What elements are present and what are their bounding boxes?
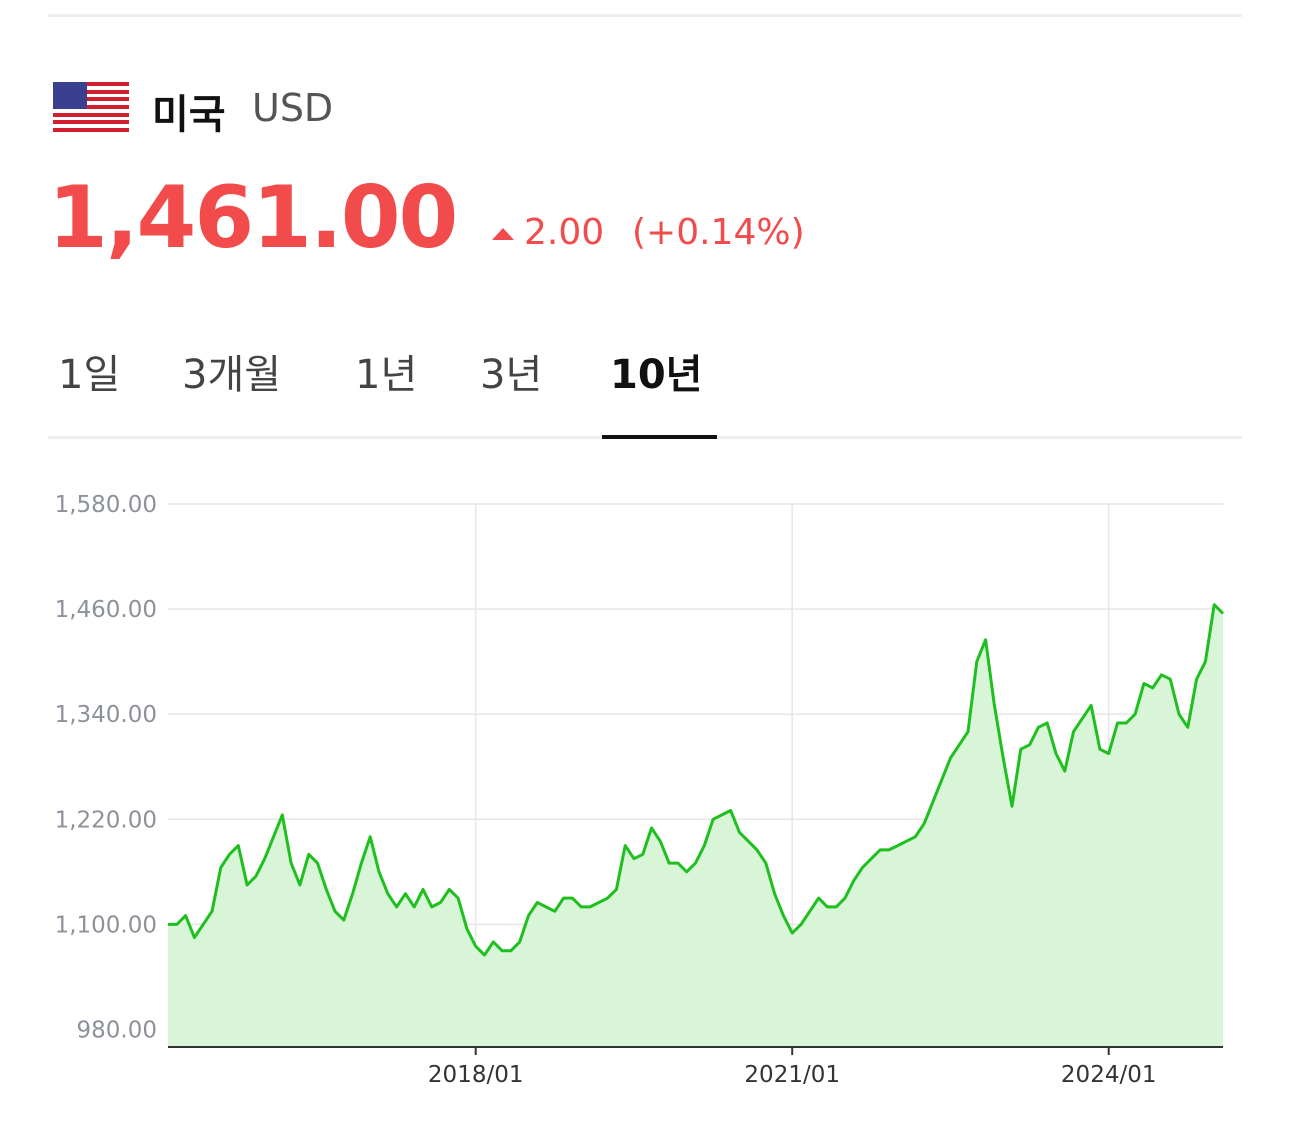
area bbox=[168, 604, 1223, 1047]
chart: 980.00 1,100.00 1,220.00 1,340.00 1,460.00 1,… bbox=[55, 492, 1225, 1088]
period-tab[interactable]: 10년 bbox=[610, 352, 703, 398]
x-tick-label: 2018/01 bbox=[428, 1062, 524, 1088]
us-flag bbox=[53, 82, 129, 132]
y-tick-label: 1,580.00 bbox=[55, 492, 157, 518]
x-tick-label: 2024/01 bbox=[1061, 1062, 1157, 1088]
change: 2.00 bbox=[524, 212, 605, 253]
y-tick-label: 1,460.00 bbox=[55, 597, 157, 623]
active-tab-underline bbox=[602, 435, 717, 439]
up-arrow bbox=[492, 228, 514, 240]
y-tick-label: 1,220.00 bbox=[55, 807, 157, 833]
line bbox=[168, 603, 1225, 957]
currency-code: USD bbox=[252, 86, 334, 130]
period-tab[interactable]: 1년 bbox=[355, 352, 418, 398]
price: 1,461.00 bbox=[48, 168, 458, 268]
y-tick-label: 980.00 bbox=[77, 1017, 157, 1043]
change-percent: (+0.14%) bbox=[632, 212, 805, 253]
period-tab[interactable]: 3개월 bbox=[182, 352, 282, 398]
country-name: 미국 bbox=[152, 92, 226, 138]
period-tab[interactable]: 3년 bbox=[480, 352, 543, 398]
x-tick-label: 2021/01 bbox=[744, 1062, 840, 1088]
y-tick-label: 1,100.00 bbox=[55, 912, 157, 938]
top-divider bbox=[48, 14, 1242, 17]
y-tick-label: 1,340.00 bbox=[55, 702, 157, 728]
period-tab[interactable]: 1일 bbox=[58, 352, 121, 398]
